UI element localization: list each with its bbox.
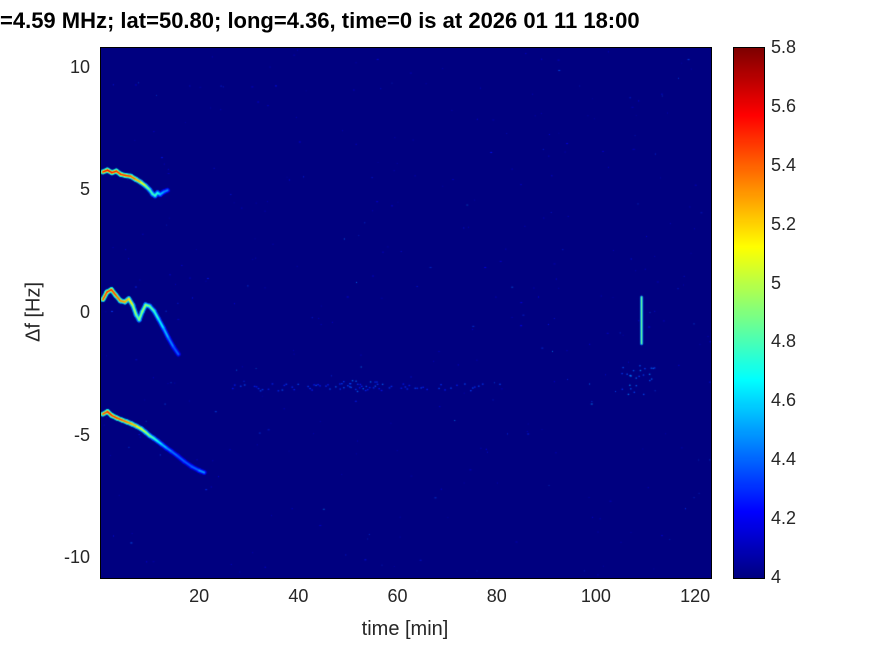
x-tick-label: 100 — [580, 586, 611, 606]
colorbar-tick-label: 4.6 — [771, 390, 797, 411]
colorbar-tick-label: 4.2 — [771, 508, 797, 529]
y-tick-label: -10 — [63, 547, 90, 568]
colorbar-tick-label: 5.6 — [771, 95, 797, 116]
x-tick-label: 120 — [680, 586, 711, 606]
colorbar-tick-label: 4.4 — [771, 449, 797, 470]
y-tick-label: 10 — [69, 56, 90, 77]
colorbar-gradient — [733, 47, 765, 579]
colorbar-tick-label: 4 — [771, 567, 782, 587]
x-axis-label: time [min] — [361, 618, 449, 640]
colorbar-tick-label: 5 — [771, 272, 782, 293]
x-tick-label: 20 — [189, 586, 210, 606]
spectrogram-plot-canvas — [100, 47, 712, 579]
x-tick-label: 80 — [486, 586, 507, 606]
x-tick-label: 60 — [387, 586, 408, 606]
colorbar-tick-label: 5.4 — [771, 154, 797, 175]
colorbar-tick-label: 4.8 — [771, 331, 797, 352]
y-tick-label: 0 — [79, 302, 90, 322]
y-tick-label: -5 — [73, 424, 90, 445]
colorbar-tick-label: 5.8 — [771, 37, 797, 57]
colorbar-tick-label: 5.2 — [771, 213, 797, 234]
y-tick-label: 5 — [79, 179, 90, 200]
x-tick-label: 40 — [288, 586, 309, 606]
chart-title: =4.59 MHz; lat=50.80; long=4.36, time=0 … — [0, 8, 640, 33]
